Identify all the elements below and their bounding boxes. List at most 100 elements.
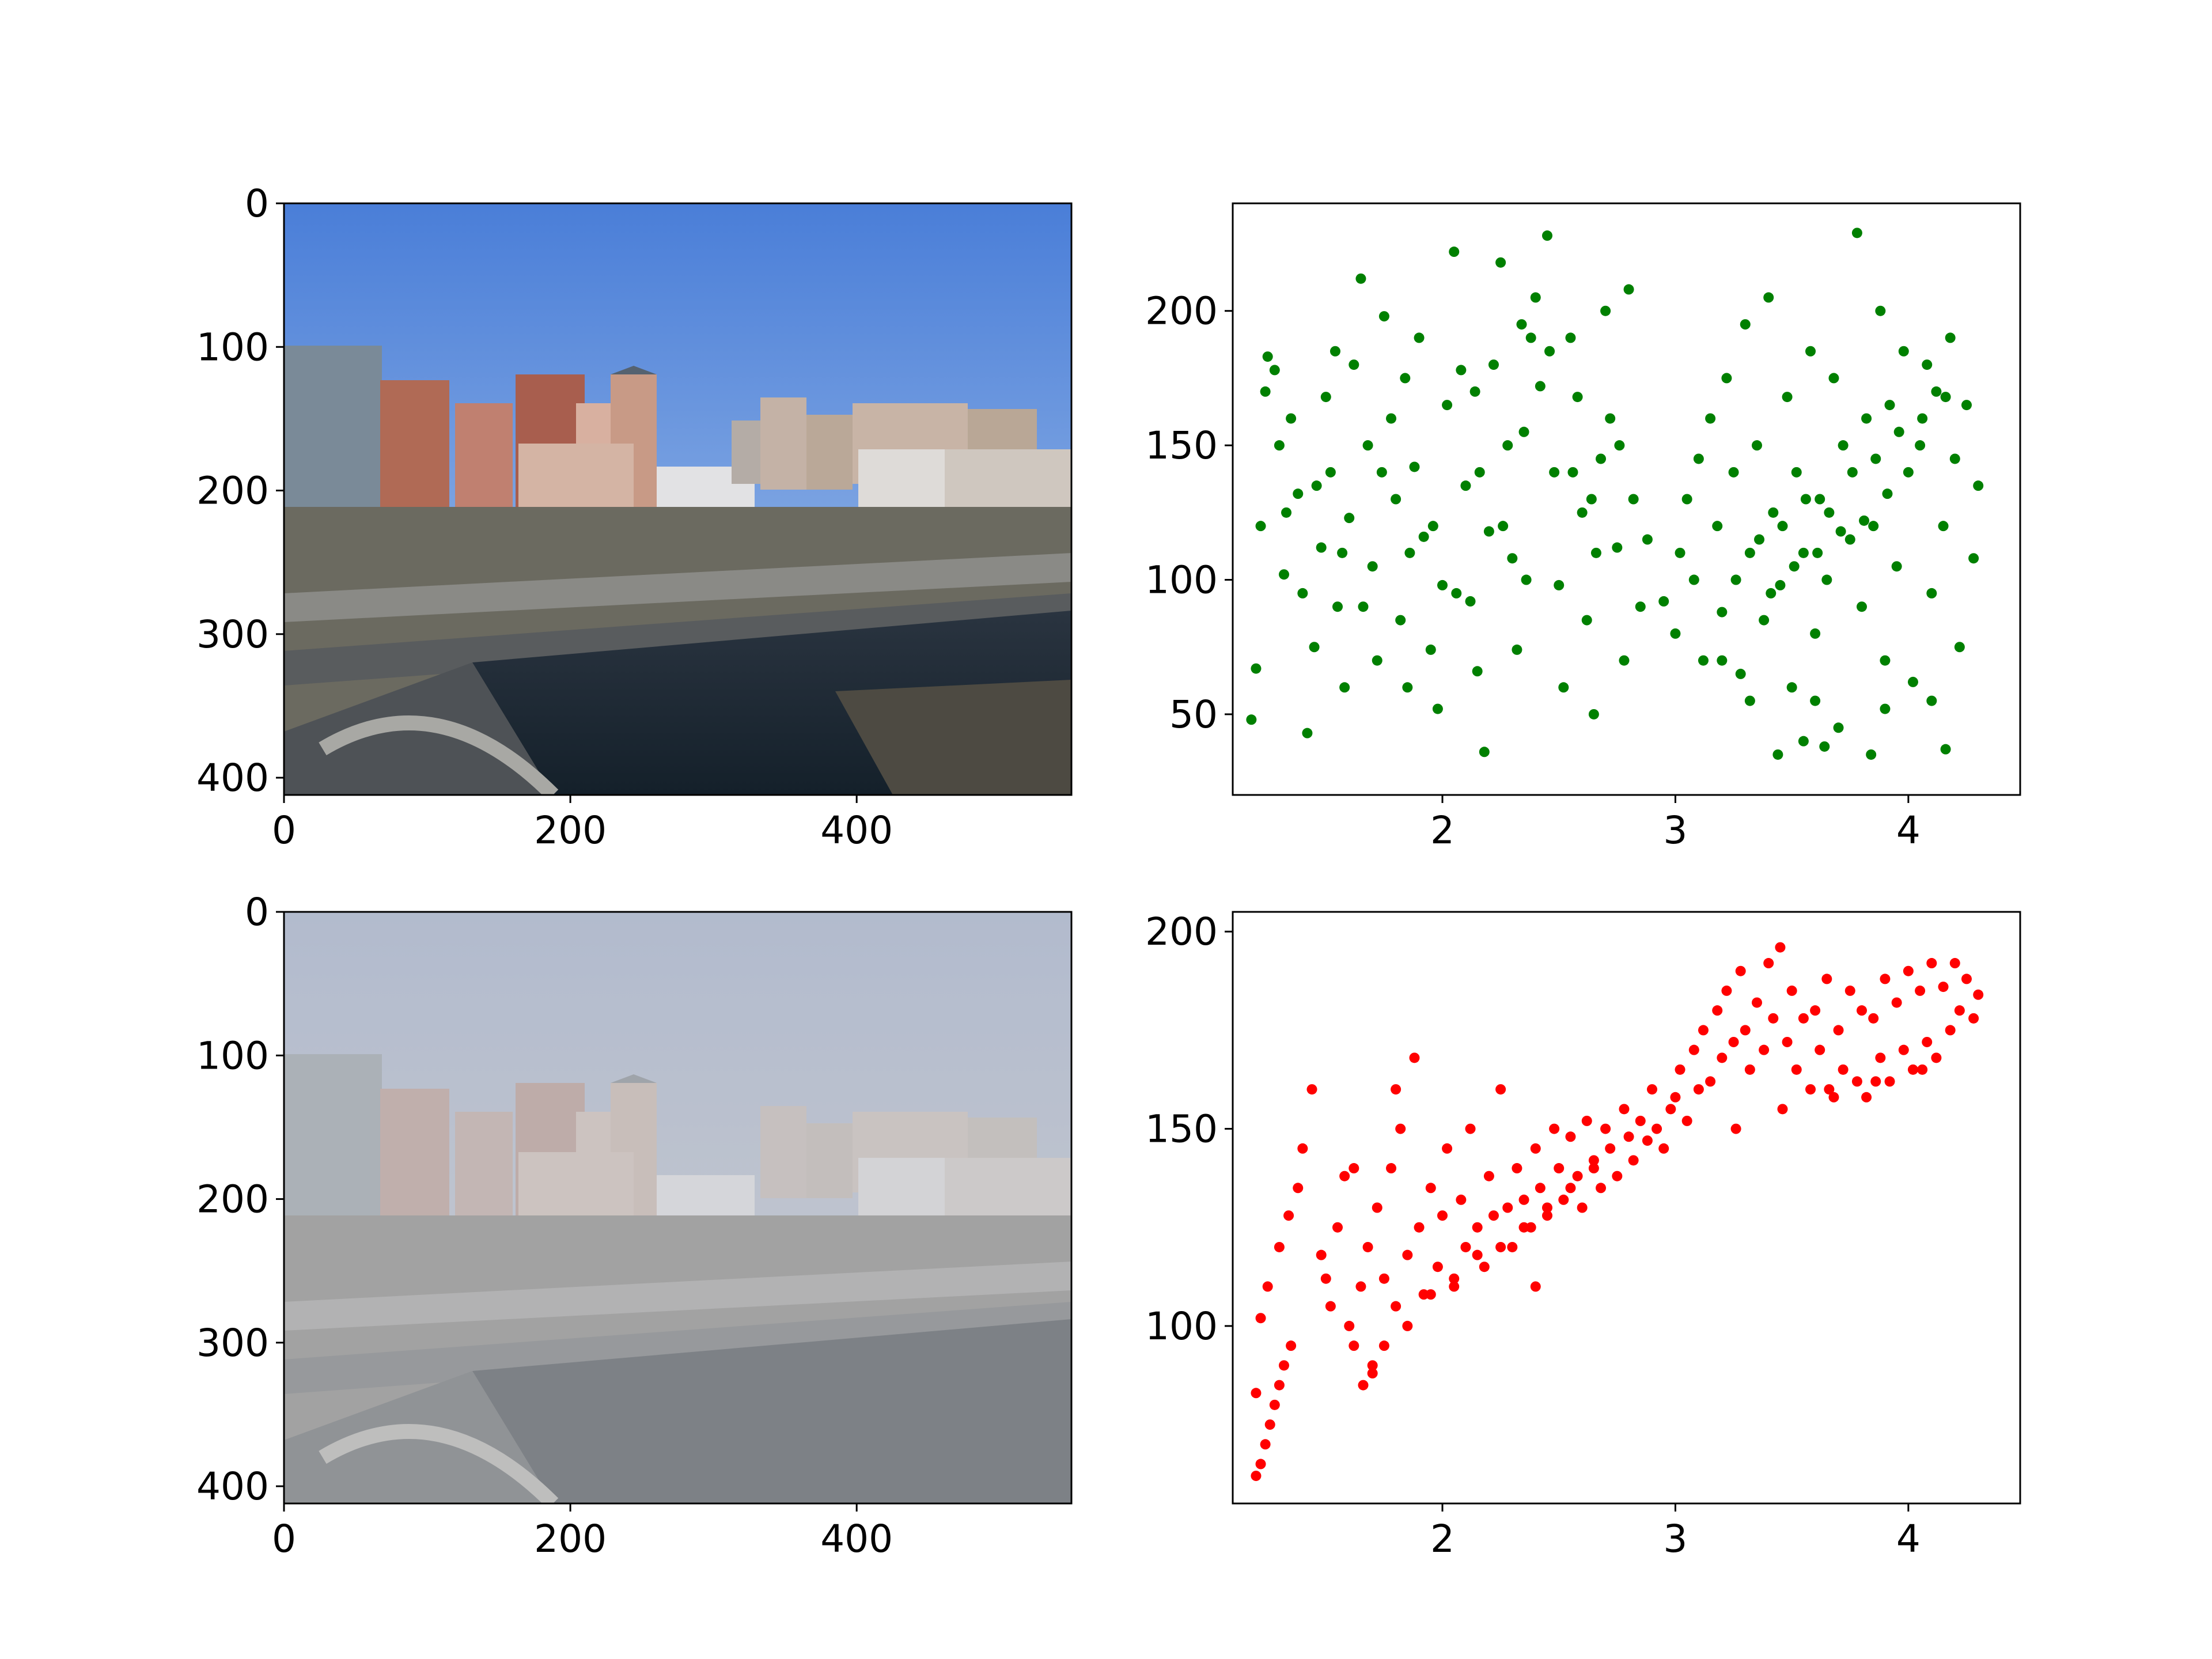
scatter-point <box>1460 1241 1471 1252</box>
scatter-point <box>1395 615 1406 626</box>
scatter-point <box>1507 553 1518 564</box>
scatter-point <box>1898 346 1909 357</box>
scatter-point <box>1472 1222 1483 1233</box>
scatter-point <box>1875 305 1886 316</box>
scatter-point <box>1344 1320 1355 1331</box>
scatter-point <box>1260 386 1271 397</box>
scatter-point <box>1880 655 1891 666</box>
y-tick-label: 100 <box>1145 558 1218 603</box>
scatter-point <box>1775 579 1786 590</box>
scatter-point <box>1391 1084 1402 1095</box>
scatter-point <box>1518 1222 1529 1233</box>
x-tick-label: 200 <box>534 1517 607 1561</box>
scatter-point <box>1810 695 1821 706</box>
scatter-point <box>1938 982 1949 993</box>
scatter-point <box>1635 601 1646 612</box>
scatter-point <box>1675 1064 1685 1075</box>
scatter-point <box>1255 1459 1266 1469</box>
scatter-point <box>1812 547 1823 558</box>
scatter-point <box>1884 400 1895 411</box>
scatter-point <box>1572 392 1583 403</box>
scatter-point <box>1670 1092 1681 1103</box>
scatter-point <box>1251 1388 1262 1399</box>
scatter-point <box>1386 413 1397 424</box>
scatter-point <box>1754 534 1765 545</box>
x-tick-label: 3 <box>1663 1517 1687 1561</box>
scatter-point <box>1518 1194 1529 1205</box>
scatter-point <box>1768 1013 1779 1024</box>
scatter-point <box>1693 1084 1704 1095</box>
scatter-point <box>1251 663 1262 674</box>
scatter-point <box>1549 1123 1560 1134</box>
scatter-point <box>1833 1025 1844 1036</box>
scatter-point <box>1884 1076 1895 1087</box>
x-tick-label: 2 <box>1430 1517 1455 1561</box>
scatter-point <box>1349 1163 1359 1174</box>
hazy-photo-frame <box>283 911 1073 1505</box>
scatter-point <box>1378 1340 1389 1351</box>
scatter-point <box>1483 526 1494 537</box>
scatter-point <box>1954 642 1965 653</box>
scatter-point <box>1507 1241 1518 1252</box>
scatter-point <box>1828 1092 1839 1103</box>
scatter-point <box>1402 1249 1413 1260</box>
scatter-point <box>1968 553 1979 564</box>
red-scatter-axes: 2 3 4 100 150 200 <box>1145 910 1921 1561</box>
scatter-point <box>1525 332 1536 343</box>
scatter-point <box>1931 386 1942 397</box>
scatter-point <box>1372 1202 1382 1213</box>
scatter-point <box>1828 373 1839 384</box>
scatter-point <box>1759 615 1770 626</box>
panel-red-scatter: 2 3 4 100 150 200 <box>1145 910 2021 1561</box>
scatter-point <box>1330 346 1340 357</box>
scatter-point <box>1658 1143 1669 1154</box>
scatter-point <box>1717 655 1728 666</box>
scatter-point <box>1623 1131 1634 1142</box>
scatter-point <box>1472 1249 1483 1260</box>
scatter-point <box>1835 526 1846 537</box>
scatter-point <box>1791 467 1802 478</box>
scatter-point <box>1483 1171 1494 1181</box>
scatter-point <box>1907 1064 1918 1075</box>
scatter-point <box>1612 1171 1623 1181</box>
scatter-point <box>1730 574 1741 585</box>
scatter-point <box>1355 273 1366 284</box>
scatter-point <box>1293 1183 1304 1194</box>
scatter-point <box>1502 440 1513 451</box>
x-tick-label: 200 <box>534 808 607 853</box>
scatter-point <box>1432 703 1443 714</box>
scatter-point <box>1917 1064 1928 1075</box>
scatter-point <box>1875 1052 1886 1063</box>
scatter-point <box>1821 974 1832 984</box>
scatter-point <box>1567 467 1578 478</box>
scatter-point <box>1281 507 1292 518</box>
scatter-point <box>1931 1052 1942 1063</box>
x-tick-label: 3 <box>1663 808 1687 853</box>
scatter-point <box>1586 494 1597 505</box>
scatter-point <box>1255 521 1266 532</box>
scatter-point <box>1712 1005 1723 1016</box>
scatter-point <box>1495 1241 1506 1252</box>
scatter-point <box>1789 561 1800 572</box>
scatter-point <box>1775 942 1786 953</box>
scatter-point <box>1332 601 1343 612</box>
scatter-point <box>1893 426 1904 437</box>
scatter-point <box>1882 488 1893 499</box>
scatter-point <box>1376 467 1387 478</box>
scatter-point <box>1378 311 1389 322</box>
scatter-point <box>1535 1183 1546 1194</box>
scatter-point <box>1577 1202 1588 1213</box>
y-tick-label: 0 <box>245 890 269 934</box>
scatter-point <box>1851 1076 1862 1087</box>
scatter-point <box>1658 596 1669 607</box>
scatter-point <box>1418 531 1429 542</box>
scatter-point <box>1262 1281 1273 1292</box>
scatter-point <box>1961 974 1972 984</box>
scatter-point <box>1940 744 1951 755</box>
scatter-point <box>1541 230 1552 241</box>
scatter-point <box>1856 601 1867 612</box>
scatter-point <box>1751 440 1762 451</box>
